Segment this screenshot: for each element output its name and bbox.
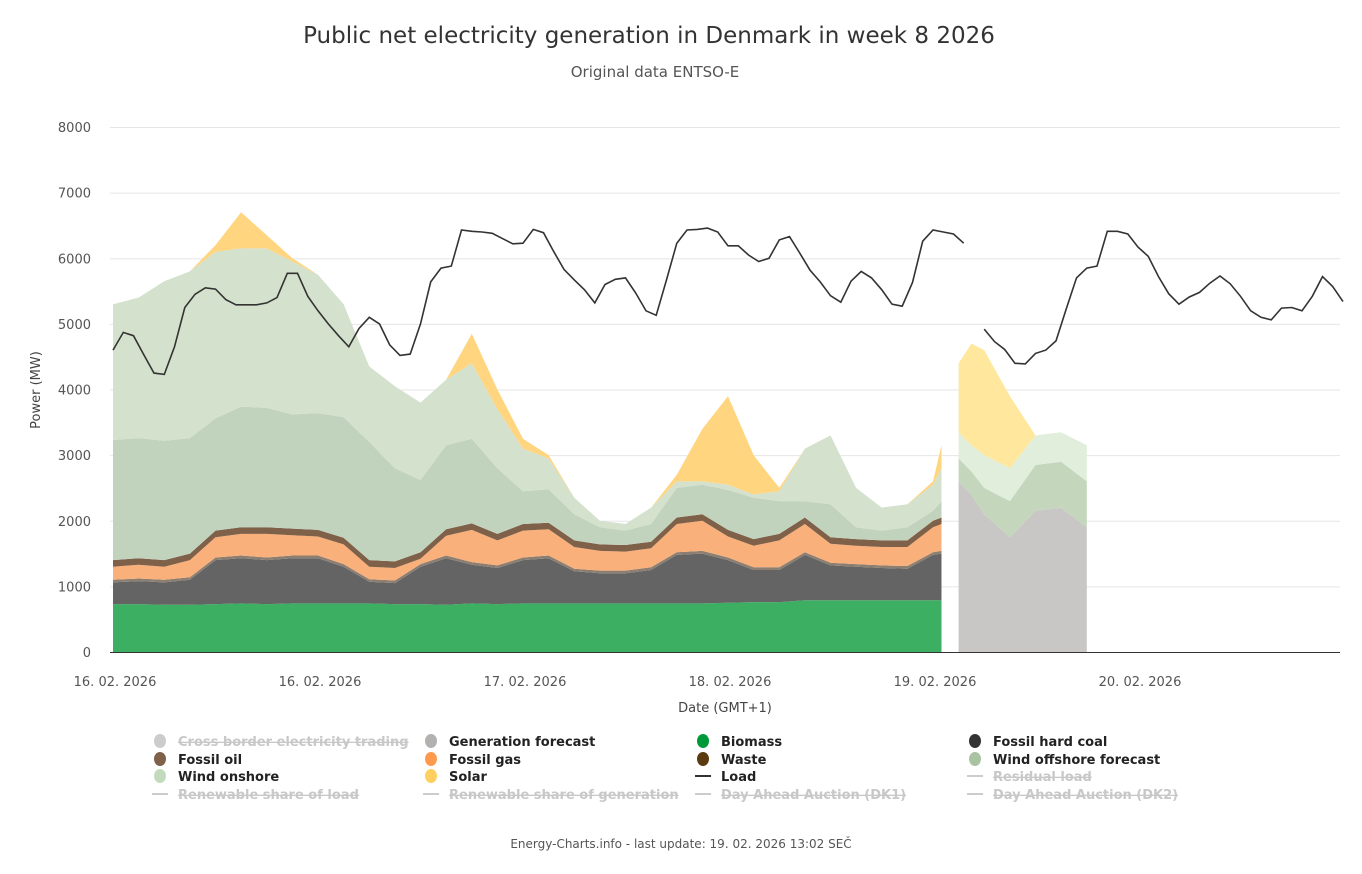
x-axis-title: Date (GMT+1) (678, 701, 772, 716)
series-waste-area (113, 550, 942, 584)
legend-label: Day Ahead Auction (DK2) (993, 788, 1178, 803)
legend-marker-dot-icon (154, 769, 166, 783)
legend-label: Fossil oil (178, 753, 242, 768)
legend-item-load[interactable]: Load (695, 770, 756, 785)
legend-item-wind-offshore-forecast[interactable]: Wind offshore forecast (969, 752, 1160, 768)
forecast-wind-offshore-forecast-area (958, 458, 1087, 538)
series-fossil-hard-coal-area (113, 553, 942, 605)
legend-label: Wind offshore forecast (993, 753, 1160, 768)
legend-label: Load (721, 770, 756, 785)
plot-areas (113, 212, 1087, 652)
y-tick-label: 4000 (58, 384, 91, 399)
y-tick-label: 8000 (58, 121, 91, 136)
legend-item-generation-forecast[interactable]: Generation forecast (425, 734, 595, 750)
chart-subtitle: Original data ENTSO-E (571, 63, 740, 81)
y-tick-label: 3000 (58, 449, 91, 464)
legend-label: Wind onshore (178, 770, 279, 785)
series-wind-onshore-area (113, 248, 942, 531)
legend-marker-dot-icon (697, 734, 709, 748)
forecast-solar-forecast-area (958, 343, 1087, 469)
legend-item-fossil-gas[interactable]: Fossil gas (425, 752, 521, 768)
series-fossil-gas-area (113, 520, 942, 581)
legend-label: Generation forecast (449, 735, 595, 750)
y-tick-label: 7000 (58, 187, 91, 202)
legend-label: Renewable share of generation (449, 788, 679, 803)
legend-item-biomass[interactable]: Biomass (697, 734, 782, 750)
series-wind-offshore-area (113, 406, 942, 562)
legend-item-day-ahead-auction-dk1[interactable]: Day Ahead Auction (DK1) (695, 788, 906, 803)
y-tick-label: 6000 (58, 252, 91, 267)
y-axis-title: Power (MW) (29, 351, 44, 429)
legend-marker-dot-icon (969, 752, 981, 766)
y-axis-ticks: 0 1000 2000 3000 4000 5000 6000 7000 8000 (58, 121, 91, 661)
legend-item-renewable-share-of-load[interactable]: Renewable share of load (152, 788, 359, 803)
x-tick-label: 19. 02. 2026 (894, 675, 977, 690)
load-line (112, 227, 965, 376)
legend-label: Solar (449, 770, 488, 785)
y-tick-label: 1000 (58, 580, 91, 595)
legend-item-renewable-share-of-generation[interactable]: Renewable share of generation (423, 788, 679, 803)
legend-item-residual-load[interactable]: Residual load (967, 770, 1092, 785)
legend-label: Fossil hard coal (993, 735, 1107, 750)
legend-marker-dot-icon (154, 734, 166, 748)
forecast-wind-onshore-forecast-area (958, 432, 1087, 502)
series-solar-area (113, 212, 942, 525)
legend-label: Fossil gas (449, 753, 521, 768)
legend-marker-dot-icon (425, 752, 437, 766)
chart-title: Public net electricity generation in Den… (303, 23, 995, 49)
x-tick-label: 17. 02. 2026 (484, 675, 567, 690)
legend-marker-dot-icon (425, 734, 437, 748)
legend-item-fossil-hard-coal[interactable]: Fossil hard coal (969, 734, 1107, 750)
legend-label: Renewable share of load (178, 788, 359, 803)
x-tick-label: 16. 02. 2026 (279, 675, 362, 690)
y-tick-label: 0 (83, 646, 91, 661)
legend-marker-dot-icon (969, 734, 981, 748)
legend-label: Biomass (721, 735, 782, 750)
legend-item-wind-onshore[interactable]: Wind onshore (154, 769, 279, 785)
legend: Cross border electricity trading Generati… (152, 734, 1178, 803)
legend-item-waste[interactable]: Waste (697, 752, 767, 768)
y-tick-label: 5000 (58, 318, 91, 333)
legend-label: Day Ahead Auction (DK1) (721, 788, 906, 803)
legend-label: Residual load (993, 770, 1092, 785)
forecast-generation-forecast-area (958, 481, 1087, 652)
legend-marker-dot-icon (697, 752, 709, 766)
legend-item-fossil-oil[interactable]: Fossil oil (154, 752, 242, 768)
x-axis-ticks: 16. 02. 2026 16. 02. 2026 17. 02. 2026 18. … (74, 675, 1182, 690)
footer-last-update: Energy-Charts.info - last update: 19. 02… (510, 836, 851, 851)
load-forecast-line (983, 230, 1344, 365)
legend-item-day-ahead-auction-dk2[interactable]: Day Ahead Auction (DK2) (967, 788, 1178, 803)
legend-label: Waste (721, 753, 767, 768)
series-fossil-oil-area (113, 514, 942, 568)
series-biomass-area (113, 600, 942, 652)
x-tick-label: 18. 02. 2026 (689, 675, 772, 690)
plot-lines (112, 227, 1344, 376)
x-tick-label: 16. 02. 2026 (74, 675, 157, 690)
legend-marker-dot-icon (425, 769, 437, 783)
legend-label: Cross border electricity trading (178, 735, 409, 750)
x-tick-label: 20. 02. 2026 (1099, 675, 1182, 690)
legend-marker-dot-icon (154, 752, 166, 766)
legend-item-cross-border-electricity-trading[interactable]: Cross border electricity trading (154, 734, 409, 750)
y-tick-label: 2000 (58, 515, 91, 530)
legend-item-solar[interactable]: Solar (425, 769, 488, 785)
